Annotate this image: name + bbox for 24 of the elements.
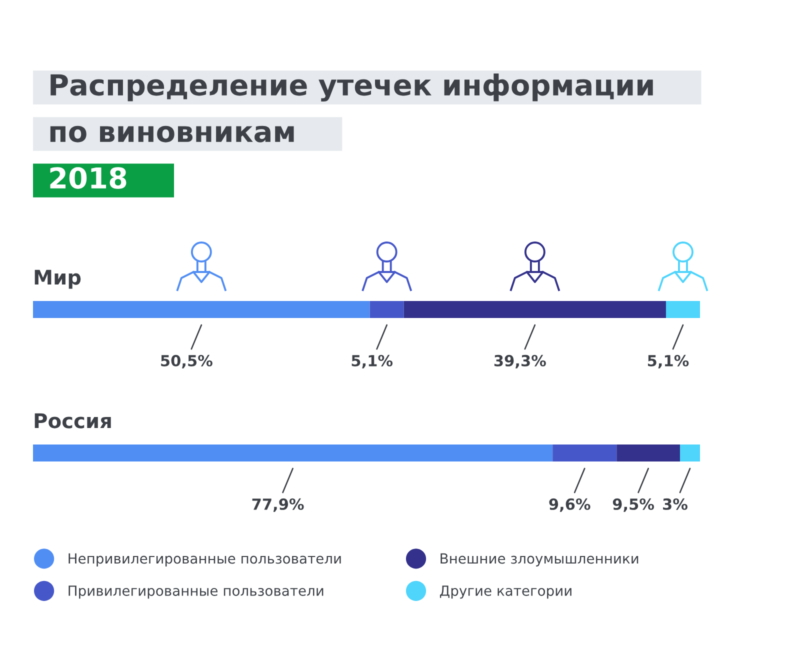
data-label: 9,6% [549,498,590,512]
legend-label: Привилегированные пользователи [68,586,324,599]
legend-label: Другие категории [440,586,572,599]
bar [616,444,680,462]
legend-label: Непривилегированные пользователи [68,553,341,566]
data-label: 3% [663,498,688,510]
data-label: 5,1% [352,354,393,368]
data-label: 50,5% [161,354,212,368]
legend-label: Внешние злоумышленники [440,553,638,566]
data-label: 39,3% [494,354,546,368]
bar [552,444,617,462]
bar [404,301,666,318]
y-tick-label: Мир [34,270,81,289]
data-label: 5,1% [648,354,689,368]
chart-subtitle: 2018 [50,167,126,189]
bar [370,301,404,318]
y-tick-label: Россия [34,413,111,428]
data-label: 77,9% [252,498,304,512]
bar [680,444,700,462]
chart-title: Распределение утечек информации по виновникам [50,73,653,142]
data-label: 9,5% [612,498,654,512]
bar [666,301,700,318]
bar [33,444,553,462]
bar [33,301,370,318]
